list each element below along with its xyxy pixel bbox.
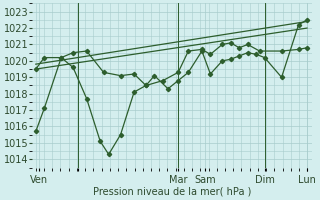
- X-axis label: Pression niveau de la mer( hPa ): Pression niveau de la mer( hPa ): [93, 187, 252, 197]
